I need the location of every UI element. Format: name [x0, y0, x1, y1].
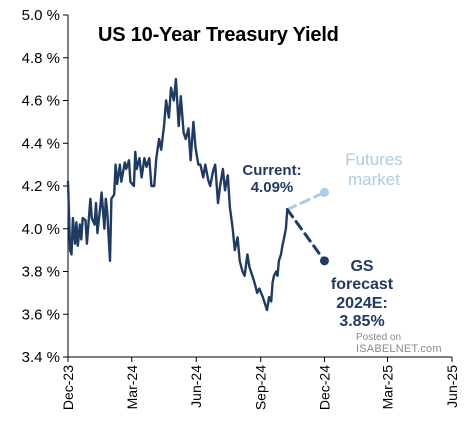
- y-tick-label: 5.0 %: [22, 7, 60, 24]
- annotation-current-line-2: 4.09%: [250, 179, 294, 197]
- annotation-gs-line-2: forecast: [330, 276, 394, 294]
- x-tick-label: Jun-25: [444, 365, 460, 408]
- y-tick-label: 3.4 %: [22, 349, 60, 366]
- watermark-line-1: Posted on: [356, 332, 402, 343]
- series-end-marker-1: [319, 187, 329, 197]
- watermark: Posted on ISABELNET.com: [356, 332, 442, 355]
- annotation-gs-line-4: 3.85%: [339, 313, 385, 331]
- annotation-futures-line-2: market: [348, 169, 400, 189]
- y-tick-label: 3.6 %: [22, 306, 60, 323]
- annotation-current-line-1: Current:: [242, 162, 302, 179]
- x-tick-label: Sep-24: [253, 365, 269, 410]
- chart-title: US 10-Year Treasury Yield: [98, 24, 339, 46]
- y-tick-label: 4.8 %: [22, 50, 60, 67]
- annotation-current: Current: 4.09%: [232, 162, 312, 197]
- y-tick-label: 4.2 %: [22, 178, 60, 195]
- y-tick-label: 4.6 %: [22, 93, 60, 110]
- x-tick-label: Mar-25: [380, 365, 396, 410]
- y-tick-label: 3.8 %: [22, 264, 60, 281]
- annotation-gs-line-1: GS: [350, 258, 374, 275]
- annotation-futures: Futures market: [328, 150, 420, 189]
- x-tick-label: Dec-24: [316, 365, 332, 410]
- series-line-2: [285, 208, 326, 263]
- x-tick-label: Dec-23: [60, 365, 76, 410]
- y-tick-label: 4.0 %: [22, 221, 60, 238]
- annotation-gs-forecast: GS forecast 2024E: 3.85%: [312, 258, 412, 332]
- annotation-futures-line-1: Futures: [345, 150, 403, 169]
- series-end-marker-2: [319, 256, 329, 266]
- y-tick-labels: 3.4 % 3.6 % 3.8 % 4.0 % 4.2 % 4.4 % 4.6 % 4.8 %…: [22, 7, 60, 366]
- y-tick-label: 4.4 %: [22, 135, 60, 152]
- watermark-line-2: ISABELNET.com: [356, 342, 442, 355]
- marker-layer: [319, 187, 329, 266]
- annotation-gs-line-3: 2024E:: [336, 294, 388, 312]
- x-tick-label: Mar-24: [124, 365, 140, 410]
- series-line-1: [285, 190, 326, 211]
- x-tick-labels: Dec-23 Mar-24 Jun-24 Sep-24 Dec-24 Mar-25 Jun-…: [60, 365, 460, 410]
- x-tick-label: Jun-24: [188, 365, 204, 408]
- series-layer: [66, 77, 326, 312]
- series-line-0: [66, 77, 289, 312]
